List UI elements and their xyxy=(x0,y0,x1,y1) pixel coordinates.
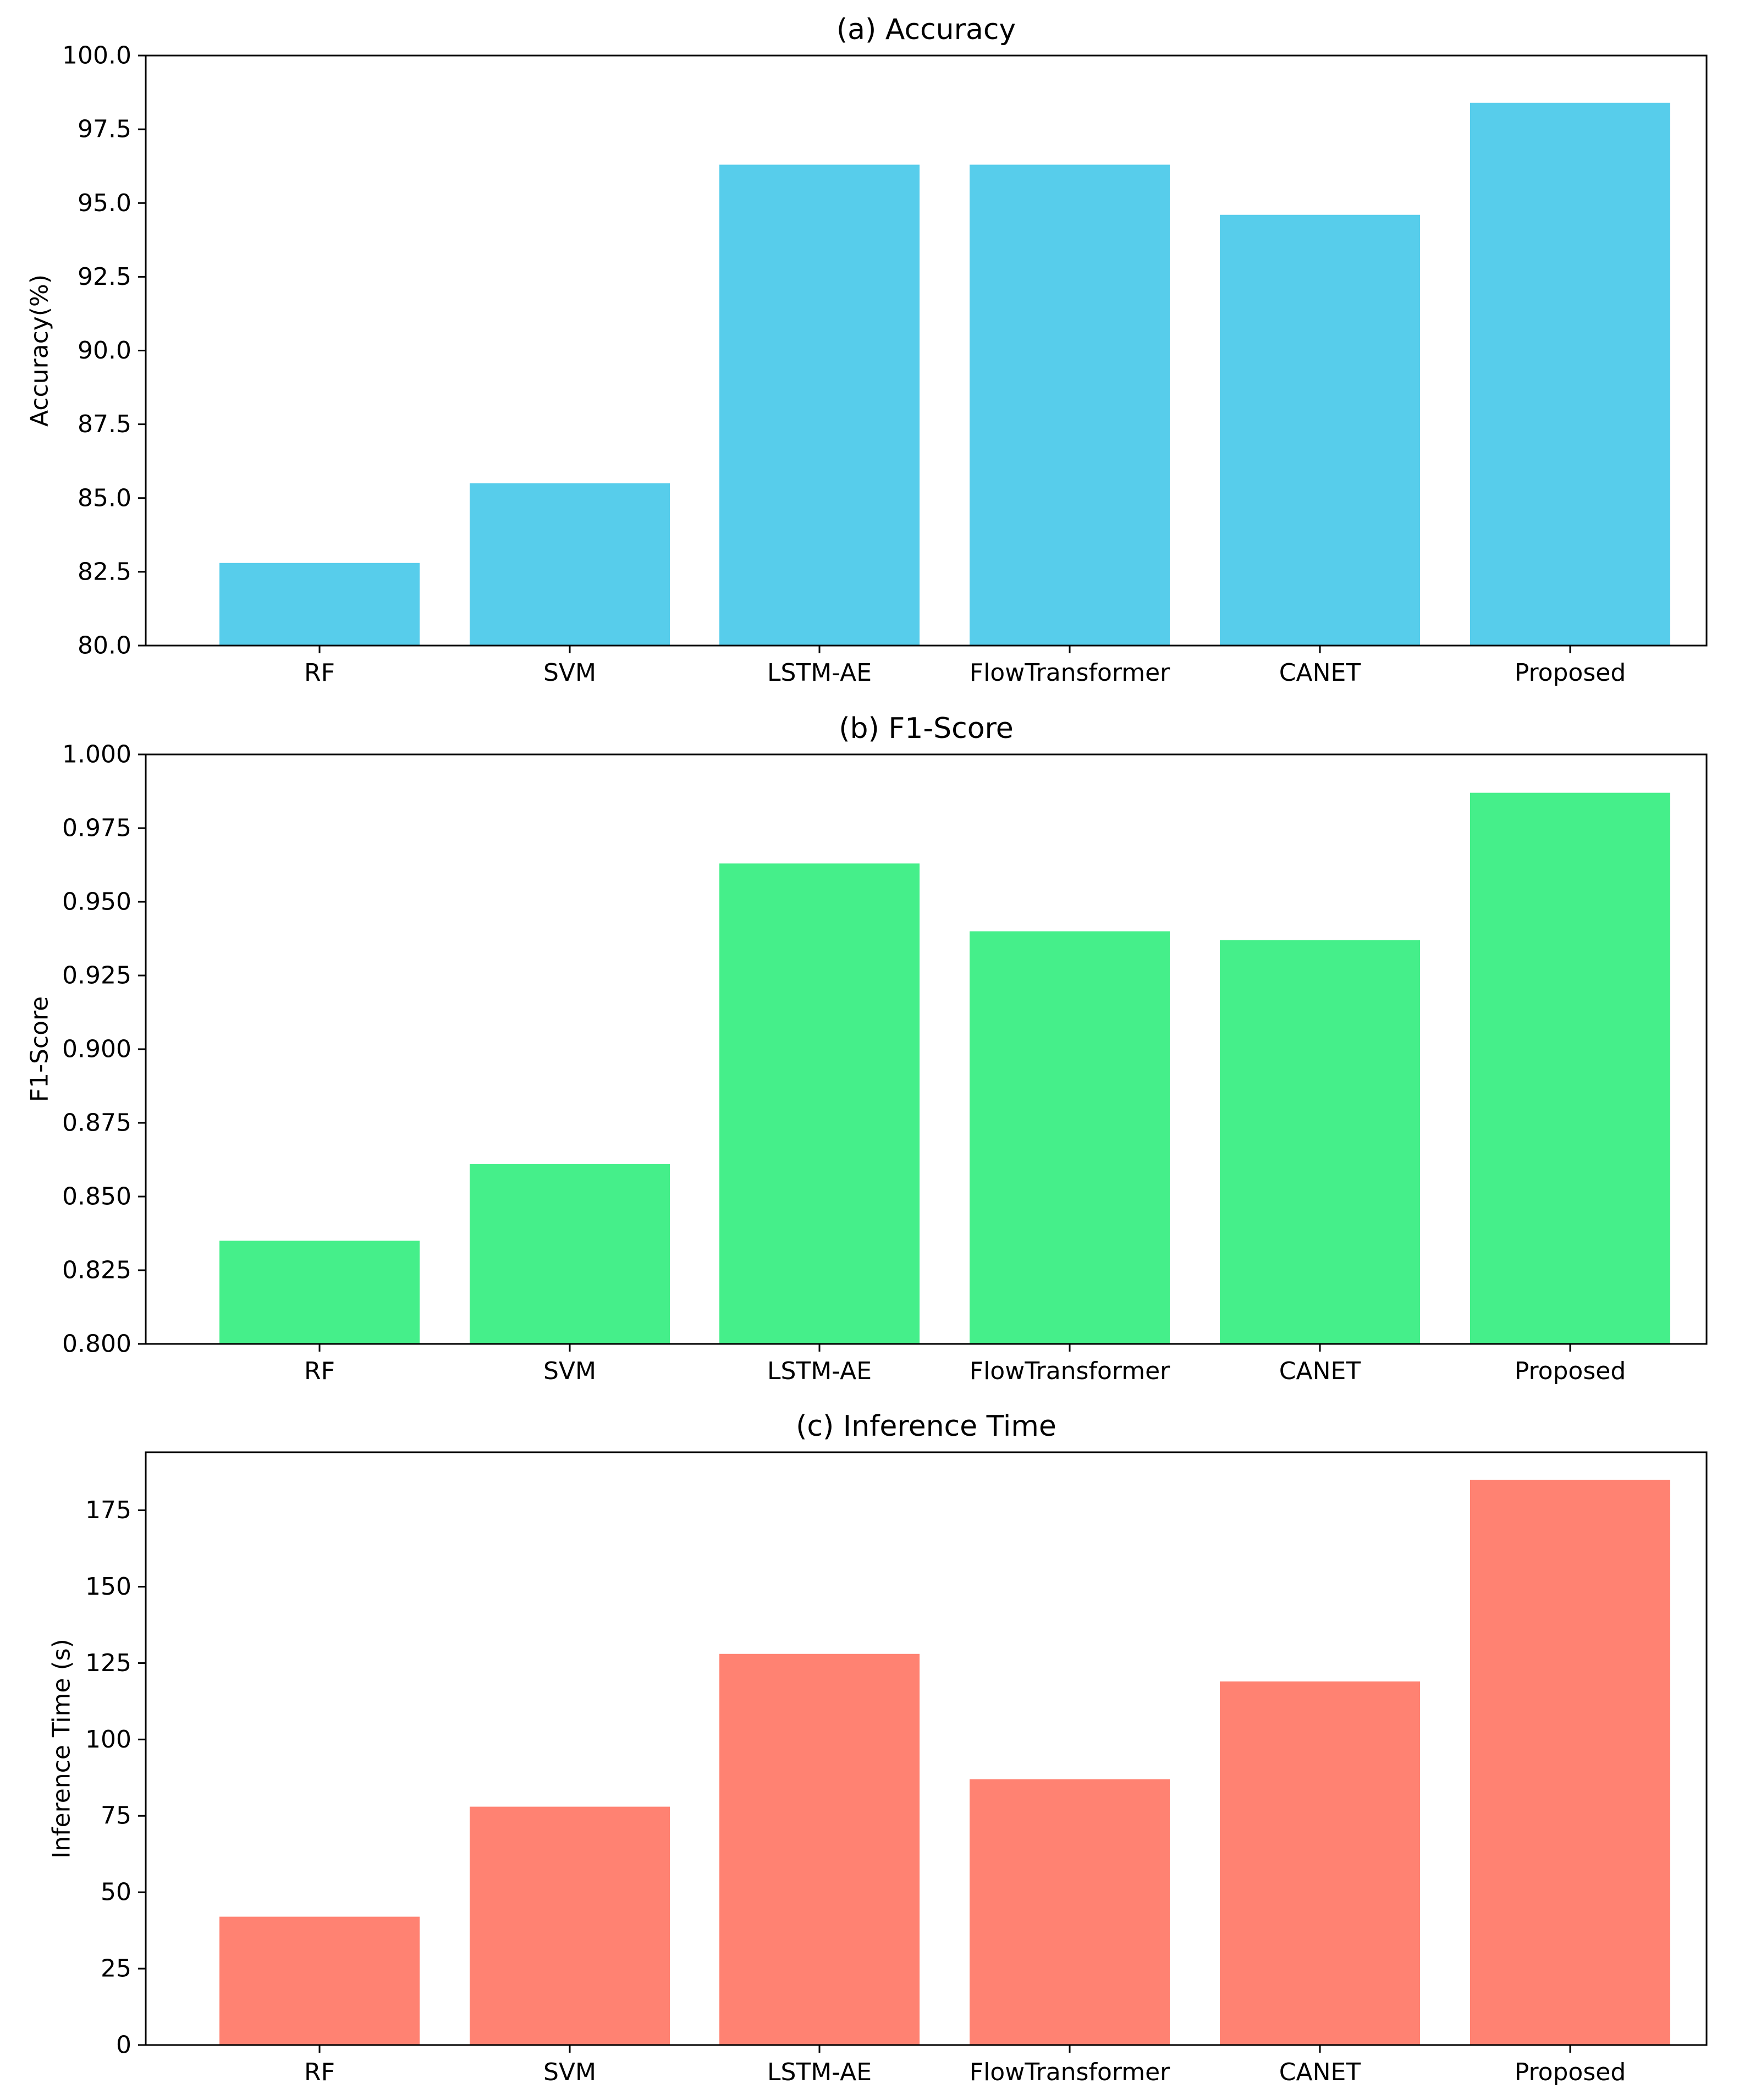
chart-inference: 0 25 50 75 100 125 150 175 RF SVM LSTM-AE FlowTrans… xyxy=(48,1410,1708,2086)
x-tick-label-accuracy: SVM xyxy=(543,659,596,687)
x-tick-label-f1: FlowTransformer xyxy=(970,1357,1170,1385)
bar-f1-svm xyxy=(470,1164,670,1344)
bar-accuracy-lstm-ae xyxy=(719,164,920,646)
y-tick-label-f1: 0.875 xyxy=(62,1109,131,1137)
bar-accuracy-proposed xyxy=(1470,102,1670,646)
y-tick-label-f1: 0.850 xyxy=(62,1183,131,1211)
x-tick-label-accuracy: RF xyxy=(304,659,335,687)
y-tick-label-accuracy: 87.5 xyxy=(78,410,131,438)
y-tick-label-f1: 0.950 xyxy=(62,888,131,916)
y-tick-label-accuracy: 92.5 xyxy=(78,263,131,291)
bar-inference-rf xyxy=(219,1916,420,2045)
plot-frame-inference xyxy=(145,1451,1708,2046)
x-tick-label-inference: CANET xyxy=(1279,2058,1361,2086)
y-tick-label-inference: 75 xyxy=(101,1802,131,1830)
bar-f1-canet xyxy=(1220,940,1420,1344)
bar-inference-lstm-ae xyxy=(719,1653,920,2045)
bar-accuracy-rf xyxy=(219,563,420,646)
bar-f1-proposed xyxy=(1470,792,1670,1344)
x-tick-label-inference: Proposed xyxy=(1515,2058,1626,2086)
bar-inference-proposed xyxy=(1470,1480,1670,2045)
y-tick-label-f1: 0.925 xyxy=(62,962,131,990)
x-tick-label-f1: LSTM-AE xyxy=(767,1357,872,1385)
x-tick-label-f1: RF xyxy=(304,1357,335,1385)
chart-f1: 0.800 0.825 0.850 0.875 0.900 0.925 0.950 0.975… xyxy=(26,712,1708,1385)
x-tick-label-inference: SVM xyxy=(543,2058,596,2086)
bar-accuracy-flowtransformer xyxy=(970,164,1170,646)
y-tick-label-inference: 175 xyxy=(85,1496,131,1524)
x-tick-label-inference: FlowTransformer xyxy=(970,2058,1170,2086)
y-tick-label-f1: 0.800 xyxy=(62,1330,131,1358)
y-tick-label-inference: 25 xyxy=(101,1955,131,1983)
bar-inference-flowtransformer xyxy=(970,1779,1170,2045)
chart-title-f1: (b) F1-Score xyxy=(839,712,1014,745)
charts-container: 80.0 82.5 85.0 87.5 90.0 92.5 95.0 97.5 100.0 RF S… xyxy=(26,13,1708,2086)
x-tick-label-accuracy: LSTM-AE xyxy=(767,659,872,687)
y-tick-label-inference: 0 xyxy=(116,2031,131,2059)
x-tick-label-inference: LSTM-AE xyxy=(767,2058,872,2086)
y-tick-label-accuracy: 95.0 xyxy=(78,189,131,217)
y-tick-label-accuracy: 90.0 xyxy=(78,337,131,365)
chart-title-accuracy: (a) Accuracy xyxy=(837,13,1016,46)
x-tick-label-accuracy: FlowTransformer xyxy=(970,659,1170,687)
bar-f1-flowtransformer xyxy=(970,931,1170,1344)
y-tick-label-f1: 0.975 xyxy=(62,814,131,842)
y-tick-label-f1: 0.825 xyxy=(62,1256,131,1285)
bar-f1-lstm-ae xyxy=(719,863,920,1344)
x-tick-label-f1: CANET xyxy=(1279,1357,1361,1385)
y-tick-label-accuracy: 100.0 xyxy=(62,42,131,70)
y-tick-label-accuracy: 97.5 xyxy=(78,115,131,144)
y-tick-label-inference: 50 xyxy=(101,1878,131,1906)
bar-accuracy-canet xyxy=(1220,214,1420,646)
y-tick-label-inference: 100 xyxy=(85,1726,131,1754)
x-tick-label-f1: SVM xyxy=(543,1357,596,1385)
y-axis-label-inference: Inference Time (s) xyxy=(48,1639,76,1859)
x-tick-label-f1: Proposed xyxy=(1515,1357,1626,1385)
y-tick-label-accuracy: 85.0 xyxy=(78,484,131,512)
y-axis-label-accuracy: Accuracy(%) xyxy=(26,274,54,427)
y-tick-label-inference: 125 xyxy=(85,1649,131,1677)
x-tick-label-accuracy: CANET xyxy=(1279,659,1361,687)
bar-inference-canet xyxy=(1220,1681,1420,2045)
bar-accuracy-svm xyxy=(470,483,670,646)
chart-title-inference: (c) Inference Time xyxy=(796,1410,1056,1443)
y-tick-label-inference: 150 xyxy=(85,1573,131,1601)
chart-accuracy: 80.0 82.5 85.0 87.5 90.0 92.5 95.0 97.5 100.0 RF S… xyxy=(26,13,1708,687)
y-tick-label-accuracy: 80.0 xyxy=(78,632,131,660)
bar-f1-rf xyxy=(219,1241,420,1344)
y-tick-label-f1: 0.900 xyxy=(62,1035,131,1063)
y-axis-label-f1: F1-Score xyxy=(26,996,54,1102)
x-tick-label-inference: RF xyxy=(304,2058,335,2086)
y-tick-label-f1: 1.000 xyxy=(62,741,131,769)
y-tick-label-accuracy: 82.5 xyxy=(78,558,131,586)
bar-inference-svm xyxy=(470,1806,670,2045)
x-tick-label-accuracy: Proposed xyxy=(1515,659,1626,687)
